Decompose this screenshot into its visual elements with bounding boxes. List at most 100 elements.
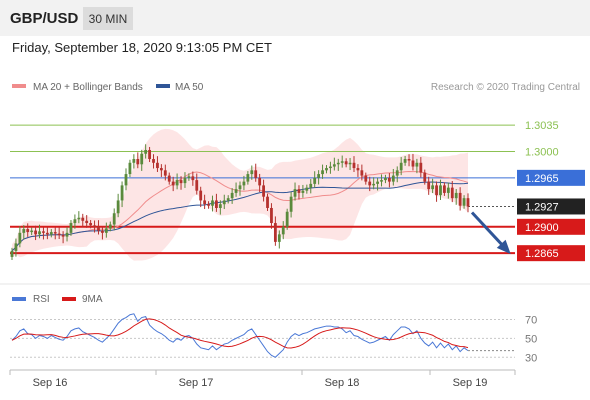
level-badge-1.2865: [517, 245, 585, 262]
candle-body: [273, 223, 277, 242]
forecast-arrow-head: [496, 239, 511, 255]
candle-body: [242, 181, 246, 186]
x-axis: Sep 16 Sep 17 Sep 18 Sep 19: [9, 370, 516, 389]
rsi-level-label-70: 70: [525, 314, 537, 326]
candle-body: [415, 162, 419, 167]
rsi-level-label-30: 30: [525, 352, 537, 364]
rsi-level-label-50: 50: [525, 333, 537, 345]
candle-body: [238, 185, 242, 190]
candle-body: [372, 183, 376, 186]
level-badge-1.2965: [517, 169, 585, 186]
candle-body: [450, 187, 454, 199]
copyright-label: Research © 2020 Trading Central: [431, 82, 580, 93]
candle-body: [380, 180, 383, 182]
candle-body: [85, 220, 89, 224]
x-axis-label: Sep 19: [453, 377, 488, 389]
candle-body: [226, 198, 230, 201]
candle-body: [159, 168, 163, 171]
candle-body: [49, 232, 53, 235]
candle-body: [262, 185, 265, 197]
candle-body: [419, 162, 423, 173]
candle-body: [112, 213, 116, 225]
candle-body: [317, 174, 321, 178]
candle-body: [45, 232, 49, 235]
level-label-1.3000: 1.3000: [525, 146, 559, 158]
candle-body: [144, 149, 148, 154]
candle-body: [26, 229, 30, 233]
candle-body: [22, 229, 26, 233]
candle-body: [14, 243, 18, 251]
rsi-ma-line: [11, 318, 469, 349]
candle-body: [305, 187, 309, 191]
legend-rsi-label: RSI: [33, 294, 50, 305]
candle-body: [215, 200, 218, 208]
legend-rsi-ma-label: 9MA: [82, 294, 103, 305]
candle-body: [18, 232, 22, 244]
x-axis-label: Sep 16: [33, 377, 68, 389]
candle-body: [352, 162, 356, 169]
candle-body: [211, 200, 214, 206]
candles: [10, 144, 470, 260]
candle-body: [116, 200, 120, 214]
candle-body: [234, 189, 238, 193]
candle-body: [403, 159, 407, 163]
candle-body: [399, 162, 403, 171]
candle-body: [332, 164, 336, 167]
candle-body: [10, 250, 14, 257]
candle-body: [101, 230, 104, 233]
symbol-label: GBP/USD: [10, 10, 79, 27]
candle-body: [65, 232, 69, 237]
legend-rsi-ma-swatch: [62, 297, 76, 301]
candle-body: [340, 161, 344, 163]
candle-body: [61, 235, 65, 237]
candle-body: [148, 149, 151, 160]
candle-body: [466, 198, 470, 207]
candle-body: [104, 228, 108, 233]
candle-body: [348, 162, 352, 165]
candle-body: [77, 217, 81, 220]
candle-body: [120, 185, 124, 201]
x-axis-label: Sep 17: [179, 377, 214, 389]
candle-body: [250, 170, 254, 175]
candle-body: [195, 180, 199, 191]
candle-body: [258, 177, 262, 186]
candle-body: [128, 162, 132, 175]
candle-body: [97, 226, 100, 231]
candle-body: [411, 160, 415, 167]
legend-ma20-swatch: [12, 84, 26, 88]
candle-body: [179, 180, 183, 184]
candle-body: [199, 190, 203, 201]
candle-body: [384, 177, 387, 181]
candle-body: [136, 159, 140, 165]
candle-body: [270, 207, 273, 224]
candle-body: [458, 192, 462, 206]
level-label-1.2965: 1.2965: [525, 173, 559, 185]
candle-body: [156, 162, 159, 169]
level-label-1.2927: 1.2927: [525, 201, 559, 213]
candle-body: [443, 185, 446, 193]
candle-body: [183, 177, 187, 184]
candle-body: [360, 170, 364, 176]
legend-rsi-swatch: [12, 297, 26, 301]
candle-body: [140, 153, 144, 165]
legend-ma20-label: MA 20 + Bollinger Bands: [33, 82, 143, 93]
level-label-1.2900: 1.2900: [525, 222, 559, 234]
legend-ma50-label: MA 50: [175, 82, 204, 93]
forecast-arrow: [470, 211, 511, 255]
candle-body: [462, 198, 466, 206]
candle-body: [38, 231, 41, 235]
candle-body: [301, 190, 305, 193]
candle-body: [454, 192, 458, 199]
candle-body: [293, 189, 297, 197]
candle-body: [309, 183, 313, 188]
candle-body: [187, 176, 191, 178]
candle-body: [368, 181, 372, 186]
candle-body: [297, 189, 301, 193]
candle-body: [285, 211, 289, 227]
candle-body: [435, 185, 438, 196]
candle-body: [431, 185, 435, 190]
candle-body: [336, 162, 340, 165]
header-bar: GBP/USD 30 MIN: [0, 0, 590, 36]
candle-body: [69, 223, 73, 233]
timeframe-button[interactable]: 30 MIN: [83, 7, 133, 30]
